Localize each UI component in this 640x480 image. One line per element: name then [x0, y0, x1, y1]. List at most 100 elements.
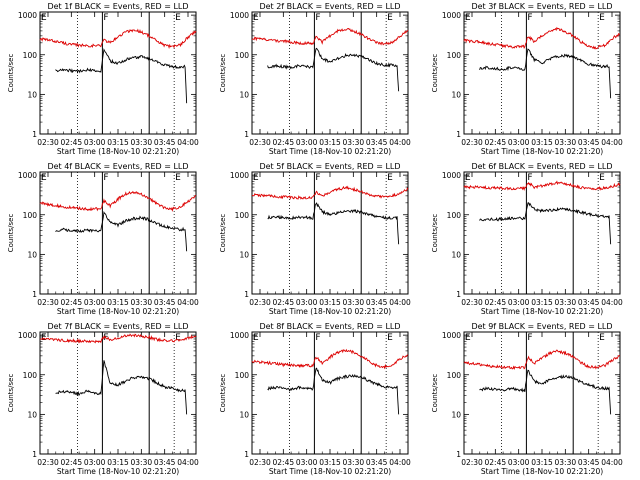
x-tick-label: 03:30 [555, 138, 577, 147]
x-tick-label: 02:45 [273, 458, 295, 467]
event-marker-label: E [175, 13, 181, 23]
y-tick-label: 1 [244, 290, 249, 299]
plot-frame [39, 171, 197, 295]
plot-frame [39, 11, 197, 135]
panel-title: Det 8f BLACK = Events, RED = LLD [259, 322, 400, 331]
event-marker-label: F [527, 173, 532, 183]
panel-6: Det 6f BLACK = Events, RED = LLD Counts/s… [431, 162, 623, 316]
event-marker-label: E [387, 13, 393, 23]
panel-8: Det 8f BLACK = Events, RED = LLD Counts/s… [219, 322, 411, 476]
event-marker-label: F [315, 13, 320, 23]
event-marker-label: E [387, 333, 393, 343]
x-tick-label: 02:45 [485, 458, 507, 467]
y-axis-label: Counts/sec [431, 54, 439, 93]
panel-4: Det 4f BLACK = Events, RED = LLD Counts/s… [7, 162, 199, 316]
y-tick-label: 1000 [18, 11, 37, 20]
x-tick-label: 03:00 [508, 298, 530, 307]
x-tick-label: 02:45 [61, 458, 83, 467]
x-tick-label: 03:30 [555, 458, 577, 467]
x-tick-label: 02:45 [485, 298, 507, 307]
series-lld [251, 348, 409, 370]
x-tick-label: 04:00 [601, 458, 623, 467]
x-tick-label: 03:00 [84, 138, 106, 147]
x-tick-label: 02:30 [37, 138, 59, 147]
y-tick-label: 10 [27, 250, 37, 259]
x-axis-label: Start Time (18-Nov-10 02:21:20) [57, 467, 179, 476]
x-tick-label: 04:00 [389, 138, 411, 147]
series-events [267, 367, 400, 415]
event-marker-label: E [465, 333, 471, 343]
plot-frame [251, 11, 409, 135]
x-tick-label: 02:45 [273, 138, 295, 147]
series-lld [251, 185, 409, 200]
x-tick-label: 04:00 [389, 458, 411, 467]
panel-5: Det 5f BLACK = Events, RED = LLD Counts/s… [219, 162, 411, 316]
x-tick-label: 04:00 [601, 298, 623, 307]
x-tick-label: 02:30 [461, 138, 483, 147]
x-tick-label: 03:45 [366, 458, 388, 467]
x-tick-label: 03:30 [343, 458, 365, 467]
x-tick-label: 03:45 [154, 458, 176, 467]
y-tick-label: 100 [447, 211, 462, 220]
y-axis-label: Counts/sec [431, 214, 439, 253]
x-tick-label: 02:30 [37, 298, 59, 307]
y-tick-label: 100 [447, 371, 462, 380]
x-tick-label: 03:15 [107, 298, 129, 307]
panel-1: Det 1f BLACK = Events, RED = LLD Counts/s… [7, 2, 199, 156]
panel-title: Det 5f BLACK = Events, RED = LLD [259, 162, 400, 171]
x-axis-label: Start Time (18-Nov-10 02:21:20) [481, 147, 603, 156]
event-marker-label: E [175, 173, 181, 183]
y-tick-label: 1000 [442, 11, 461, 20]
x-tick-label: 03:00 [508, 138, 530, 147]
x-tick-label: 03:30 [131, 298, 153, 307]
panel-title: Det 7f BLACK = Events, RED = LLD [47, 322, 188, 331]
series-events [267, 47, 400, 92]
x-axis-label: Start Time (18-Nov-10 02:21:20) [57, 307, 179, 316]
x-tick-label: 03:45 [154, 138, 176, 147]
y-tick-label: 1 [244, 130, 249, 139]
y-axis-label: Counts/sec [219, 54, 227, 93]
series-lld [39, 28, 197, 49]
x-tick-label: 03:00 [84, 458, 106, 467]
series-events [479, 369, 612, 415]
plot-frame [251, 331, 409, 455]
panel-title: Det 3f BLACK = Events, RED = LLD [471, 2, 612, 11]
event-marker-label: E [253, 173, 259, 183]
y-tick-label: 100 [23, 211, 38, 220]
x-tick-label: 02:30 [249, 298, 271, 307]
x-tick-label: 03:15 [319, 138, 341, 147]
y-tick-label: 10 [239, 410, 249, 419]
x-tick-label: 03:45 [154, 298, 176, 307]
y-tick-label: 100 [23, 371, 38, 380]
y-tick-label: 10 [27, 90, 37, 99]
y-tick-label: 1 [32, 450, 37, 459]
x-tick-label: 04:00 [177, 138, 199, 147]
y-tick-label: 1 [456, 130, 461, 139]
series-events [55, 360, 188, 415]
series-lld [39, 190, 197, 212]
y-tick-label: 1000 [230, 171, 249, 180]
event-marker-label: E [465, 13, 471, 23]
y-tick-label: 100 [235, 51, 250, 60]
y-tick-label: 1 [244, 450, 249, 459]
x-tick-label: 03:15 [319, 298, 341, 307]
series-lld [251, 28, 409, 46]
y-tick-label: 100 [447, 51, 462, 60]
y-tick-label: 10 [27, 410, 37, 419]
event-marker-label: F [315, 173, 320, 183]
x-tick-label: 02:45 [485, 138, 507, 147]
x-tick-label: 03:00 [296, 298, 318, 307]
y-tick-label: 10 [239, 90, 249, 99]
x-tick-label: 03:00 [84, 298, 106, 307]
y-tick-label: 10 [451, 90, 461, 99]
y-tick-label: 100 [23, 51, 38, 60]
event-marker-label: F [103, 13, 108, 23]
x-tick-label: 03:15 [531, 138, 553, 147]
x-tick-label: 04:00 [177, 458, 199, 467]
x-tick-label: 03:15 [107, 458, 129, 467]
series-lld [463, 349, 621, 370]
panel-title: Det 4f BLACK = Events, RED = LLD [47, 162, 188, 171]
x-tick-label: 03:15 [107, 138, 129, 147]
panel-2: Det 2f BLACK = Events, RED = LLD Counts/s… [219, 2, 411, 156]
